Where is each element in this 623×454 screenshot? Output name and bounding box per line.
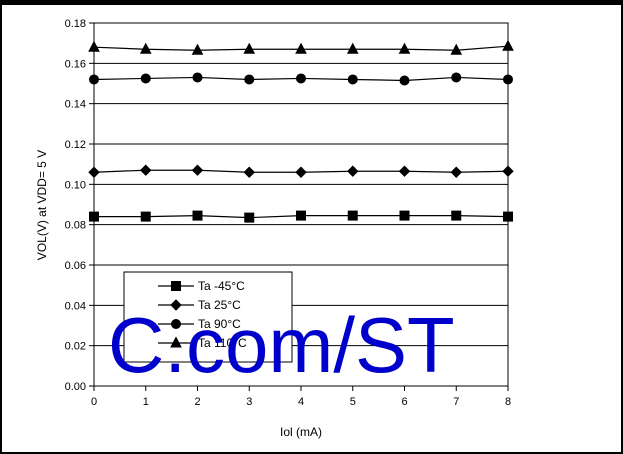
x-tick-label: 1 <box>143 396 149 408</box>
y-tick-labels: 0.00 0.02 0.04 0.06 0.08 0.10 0.12 0.14 0.16 0.18 <box>65 18 86 393</box>
x-tick-label: 6 <box>401 396 407 408</box>
series-diamond <box>88 164 514 178</box>
figure-border <box>0 3 623 454</box>
circle-marker <box>503 74 513 85</box>
triangle-marker <box>346 42 359 54</box>
diamond-marker <box>295 166 307 178</box>
y-tick-label: 0.16 <box>65 58 86 70</box>
y-tick-label: 0.14 <box>65 99 86 111</box>
legend-label: Ta -45°C <box>198 279 245 293</box>
triangle-marker <box>502 39 514 51</box>
triangle-marker <box>139 42 152 54</box>
square-marker <box>503 211 513 222</box>
series-lines <box>88 39 514 223</box>
y-tick-label: 0.12 <box>65 139 86 151</box>
square-marker <box>451 210 462 221</box>
triangle-marker <box>88 40 100 52</box>
x-tick-label: 0 <box>91 396 97 408</box>
x-tick-label: 2 <box>194 396 200 408</box>
diamond-marker <box>398 165 411 177</box>
y-tick-label: 0.02 <box>65 341 86 353</box>
diamond-marker <box>140 164 152 176</box>
diamond-marker <box>502 165 514 177</box>
circle-marker <box>244 74 255 85</box>
x-tick-label: 4 <box>298 396 304 408</box>
legend-circle-marker <box>171 319 181 329</box>
y-axis-title: VOL(V) at VDD= 5 V <box>35 150 49 260</box>
triangle-marker <box>398 42 411 54</box>
legend-label: Ta 110°C <box>198 336 247 350</box>
x-tick-labels: 0 1 2 3 4 5 6 7 8 <box>91 396 511 408</box>
x-tick-label: 8 <box>505 396 511 408</box>
triangle-marker <box>191 43 204 55</box>
legend-box <box>123 271 293 363</box>
triangle-marker <box>243 42 256 54</box>
square-marker <box>296 210 306 221</box>
circle-marker <box>192 72 203 83</box>
series-triangle <box>88 39 514 55</box>
triangle-marker <box>295 42 307 54</box>
square-marker <box>347 210 358 221</box>
circle-marker <box>89 74 99 85</box>
legend-label: Ta 90°C <box>198 317 241 331</box>
square-marker <box>89 211 99 222</box>
square-marker <box>399 210 410 221</box>
y-tick-label: 0.10 <box>65 179 86 191</box>
watermark-text: C.com/ST <box>108 301 455 389</box>
legend-triangle-marker <box>170 336 182 348</box>
x-tick-label: 3 <box>246 396 252 408</box>
y-tick-label: 0.06 <box>65 260 86 272</box>
y-tick-label: 0.08 <box>65 220 86 232</box>
y-tick-label: 0.00 <box>65 381 86 393</box>
circle-marker <box>399 75 410 86</box>
legend-diamond-marker <box>170 299 182 311</box>
caption-band <box>0 0 623 4</box>
square-marker <box>244 212 255 223</box>
diamond-marker <box>450 166 462 178</box>
legend-label: Ta 25°C <box>198 298 241 312</box>
diamond-marker <box>88 166 100 178</box>
x-tick-label: 5 <box>350 396 356 408</box>
diamond-marker <box>243 166 255 178</box>
x-tick-label: 7 <box>453 396 459 408</box>
x-axis-title: Iol (mA) <box>280 425 322 439</box>
diamond-marker <box>191 164 204 176</box>
circle-marker <box>296 73 306 84</box>
square-marker <box>192 210 203 221</box>
series-square <box>89 210 513 223</box>
circle-marker <box>451 72 462 83</box>
series-circle <box>89 72 513 86</box>
diamond-marker <box>347 165 359 177</box>
square-marker <box>140 211 151 222</box>
legend: Ta -45°C Ta 25°C Ta 90°C Ta 110°C <box>123 271 293 363</box>
circle-marker <box>140 73 151 84</box>
y-tick-label: 0.18 <box>65 18 86 30</box>
triangle-marker <box>450 43 463 55</box>
legend-square-marker <box>171 281 181 291</box>
y-tick-label: 0.04 <box>65 300 86 312</box>
circle-marker <box>347 74 358 85</box>
